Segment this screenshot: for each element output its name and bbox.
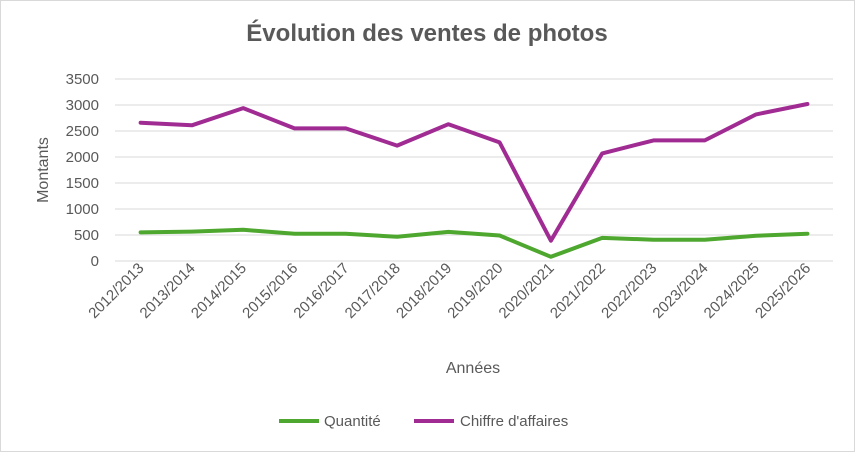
y-axis-ticks: 0 500 1000 1500 2000 2500 3000 3500 <box>66 71 99 270</box>
legend-item: Quantité <box>279 413 381 430</box>
legend: Quantité Chiffre d'affaires <box>279 413 568 430</box>
legend-label: Chiffre d'affaires <box>460 413 568 430</box>
y-tick-label: 0 <box>91 253 99 270</box>
y-axis-title: Montants <box>35 137 52 203</box>
series-lines <box>138 102 810 259</box>
gridlines <box>115 78 833 262</box>
y-tick-label: 1000 <box>66 201 99 218</box>
chart-title: Évolution des ventes de photos <box>246 19 607 47</box>
y-tick-label: 3500 <box>66 71 99 88</box>
y-tick-label: 3000 <box>66 97 99 114</box>
x-axis-title: Années <box>446 360 500 377</box>
y-tick-label: 1500 <box>66 175 99 192</box>
y-tick-label: 2500 <box>66 123 99 140</box>
y-tick-label: 500 <box>74 227 99 244</box>
series-line-0 <box>138 227 810 259</box>
series-line-1 <box>138 102 810 243</box>
x-tick-label: 2025/2026 <box>752 260 814 322</box>
y-tick-label: 2000 <box>66 149 99 166</box>
legend-item: Chiffre d'affaires <box>414 413 568 430</box>
x-axis-ticks: 2012/20132013/20142014/20152015/20162016… <box>85 260 814 322</box>
legend-label: Quantité <box>324 413 381 430</box>
